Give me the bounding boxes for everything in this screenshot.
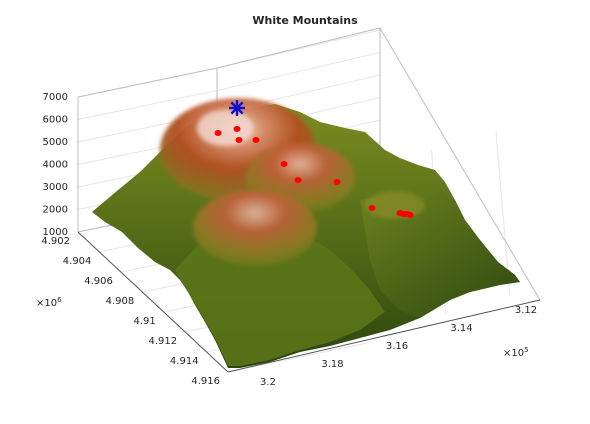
path-marker — [333, 179, 341, 185]
y-tick-label: 4.904 — [63, 256, 92, 267]
z-tick-label: 4000 — [43, 160, 68, 171]
y-tick-labels: 4.902 4.904 4.906 4.908 4.91 4.912 4.914 4.916 — [41, 236, 220, 387]
peak-marker-stroke — [230, 101, 244, 115]
y-tick-label: 4.916 — [191, 376, 220, 387]
y-tick-label: 4.912 — [149, 336, 178, 347]
z-tick-label: 2000 — [43, 205, 68, 216]
x-tick-labels: 3.2 3.18 3.16 3.14 3.12 — [260, 305, 537, 388]
svg-text:×106: ×106 — [36, 296, 62, 309]
path-marker — [280, 161, 288, 167]
x-tick-label: 3.16 — [386, 341, 408, 352]
z-tick-label: 6000 — [43, 115, 68, 126]
x-tick-label: 3.12 — [515, 305, 537, 316]
x-tick-label: 3.14 — [450, 323, 472, 334]
z-tick-labels: 1000 2000 3000 4000 5000 6000 7000 — [43, 92, 68, 238]
z-tick-label: 7000 — [43, 92, 68, 103]
x-exponent-power: 5 — [524, 346, 528, 354]
terrain-surface — [92, 98, 520, 368]
x-exponent-base: ×10 — [503, 348, 524, 359]
path-marker — [233, 126, 241, 132]
path-marker — [214, 130, 222, 136]
y-tick-label: 4.914 — [170, 356, 199, 367]
x-tick-label: 3.18 — [321, 359, 343, 370]
path-marker — [235, 137, 243, 143]
y-exponent-base: ×10 — [36, 298, 57, 309]
path-marker — [252, 137, 260, 143]
peak-right-small — [365, 191, 425, 219]
peak-marker — [229, 100, 245, 116]
x-exponent: ×105 — [503, 346, 529, 359]
path-marker — [294, 177, 302, 183]
y-exponent: ×106 — [36, 296, 62, 309]
path-marker — [368, 205, 376, 211]
z-tick-label: 1000 — [43, 227, 68, 238]
path-marker-cluster — [397, 211, 413, 217]
path-markers — [214, 126, 414, 218]
svg-text:×105: ×105 — [503, 346, 529, 359]
peak-summit-highlight — [197, 110, 253, 146]
peak-lower — [193, 190, 317, 266]
y-tick-label: 4.91 — [133, 316, 155, 327]
y-exponent-power: 6 — [57, 296, 62, 304]
terrain-right-flank — [360, 190, 520, 318]
y-tick-label: 4.908 — [106, 296, 135, 307]
y-tick-label: 4.906 — [84, 276, 113, 287]
z-tick-label: 5000 — [43, 137, 68, 148]
x-tick-label: 3.2 — [260, 377, 276, 388]
y-tick-label: 4.902 — [41, 236, 70, 247]
z-tick-label: 3000 — [43, 182, 68, 193]
chart-title: White Mountains — [252, 14, 358, 27]
